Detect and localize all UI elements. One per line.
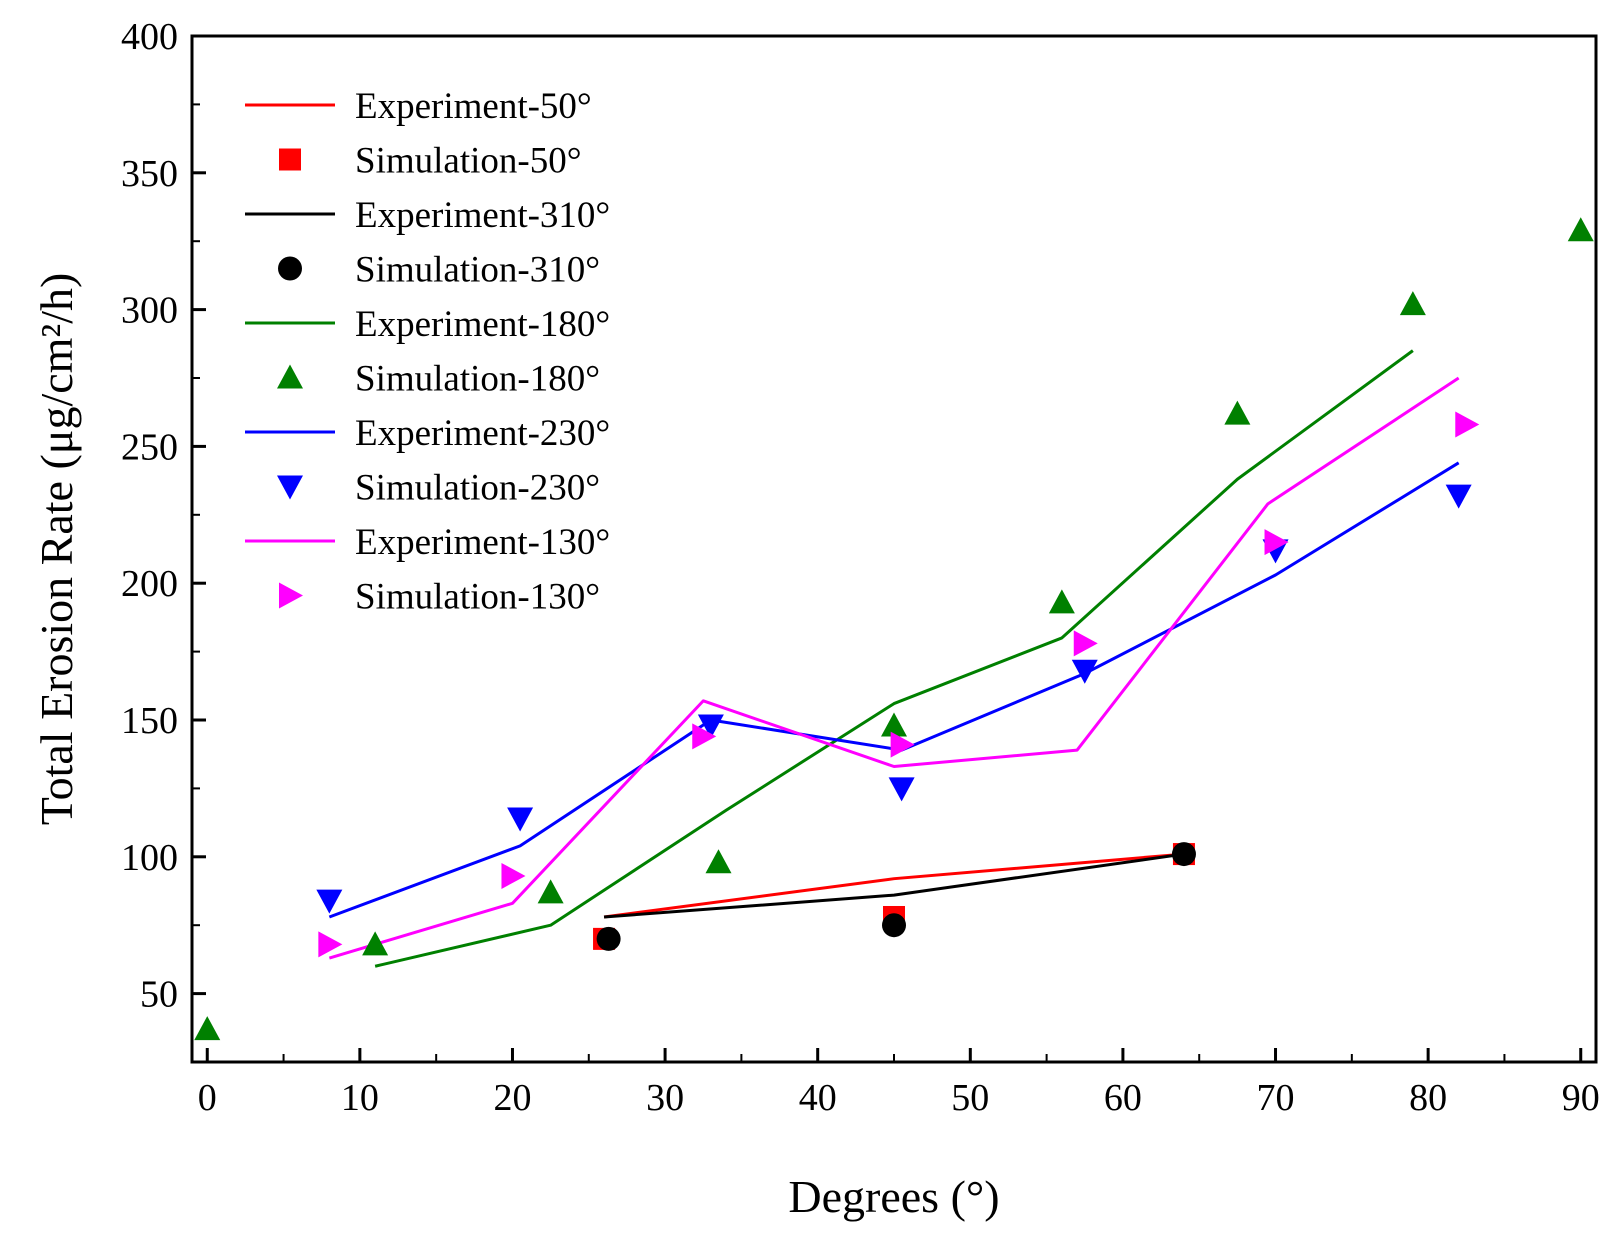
data-point-simulation-230 <box>1071 659 1098 684</box>
legend-marker-simulation-310 <box>278 256 302 281</box>
x-axis-label: Degrees (°) <box>788 1171 999 1222</box>
data-point-simulation-180 <box>881 712 907 737</box>
x-tick-label: 70 <box>1257 1077 1295 1119</box>
data-point-simulation-130 <box>1073 630 1098 657</box>
x-tick-label: 20 <box>493 1077 531 1119</box>
data-point-simulation-180 <box>362 931 389 956</box>
data-point-simulation-180 <box>194 1016 221 1041</box>
legend-label: Experiment-230° <box>355 413 610 454</box>
series-line-experiment-180 <box>374 349 1414 968</box>
x-tick-label: 50 <box>951 1077 989 1119</box>
data-point-simulation-310 <box>596 926 621 951</box>
y-tick-label: 200 <box>121 563 178 605</box>
data-point-simulation-180 <box>705 849 732 874</box>
legend: Experiment-50° Simulation-50° Experiment-3… <box>245 86 610 618</box>
legend-label: Experiment-130° <box>355 522 610 563</box>
data-point-simulation-230 <box>888 777 915 802</box>
legend-label: Experiment-50° <box>355 86 592 127</box>
data-point-simulation-180 <box>537 879 564 904</box>
x-tick-label: 30 <box>646 1077 684 1119</box>
y-tick-label: 50 <box>140 974 178 1016</box>
data-point-simulation-230 <box>1445 484 1472 509</box>
data-point-simulation-130 <box>501 862 526 889</box>
y-axis-label: Total Erosion Rate (μg/cm²/h) <box>31 273 82 826</box>
data-point-simulation-180 <box>1224 400 1251 425</box>
x-tick-label: 0 <box>198 1077 217 1119</box>
x-tick-label: 10 <box>341 1077 379 1119</box>
y-axis: 50 100 150 200 250 300 350 400 <box>121 16 206 1016</box>
y-tick-label: 350 <box>121 153 178 195</box>
y-tick-label: 400 <box>121 16 178 58</box>
data-point-simulation-230 <box>507 807 534 832</box>
y-tick-label: 300 <box>121 290 178 332</box>
x-axis: 0 10 20 30 40 50 60 70 80 90 <box>198 1048 1600 1119</box>
legend-marker-simulation-180 <box>277 364 303 389</box>
x-tick-label: 80 <box>1409 1077 1447 1119</box>
x-tick-label: 60 <box>1104 1077 1142 1119</box>
data-point-simulation-180 <box>1048 589 1075 614</box>
data-point-simulation-180 <box>1399 291 1426 316</box>
data-point-simulation-130 <box>318 931 343 958</box>
data-point-simulation-310 <box>1171 842 1196 867</box>
data-point-simulation-130 <box>692 723 717 750</box>
series-line-experiment-310 <box>603 852 1185 919</box>
legend-label: Experiment-310° <box>355 195 610 236</box>
series-line-experiment-50 <box>603 852 1185 919</box>
data-point-simulation-230 <box>316 889 343 914</box>
data-point-simulation-180 <box>1567 217 1594 242</box>
legend-label: Simulation-130° <box>355 577 600 618</box>
legend-label: Simulation-50° <box>355 141 582 182</box>
legend-marker-simulation-230 <box>277 475 303 500</box>
legend-marker-simulation-50 <box>279 148 301 171</box>
y-tick-label: 100 <box>121 837 178 879</box>
data-point-simulation-310 <box>882 913 906 938</box>
x-tick-label: 90 <box>1562 1077 1600 1119</box>
y-tick-label: 250 <box>121 426 178 468</box>
legend-label: Simulation-180° <box>355 359 600 400</box>
legend-label: Experiment-180° <box>355 304 610 345</box>
data-point-simulation-230 <box>697 714 724 739</box>
y-tick-label: 150 <box>121 700 178 742</box>
plot-area <box>194 217 1594 1041</box>
legend-label: Simulation-230° <box>355 468 600 509</box>
data-point-simulation-130 <box>1455 411 1480 438</box>
data-point-simulation-130 <box>890 731 915 758</box>
x-tick-label: 40 <box>799 1077 837 1119</box>
legend-marker-simulation-130 <box>279 582 303 609</box>
series-line-experiment-130 <box>328 376 1460 960</box>
legend-label: Simulation-310° <box>355 250 600 291</box>
data-point-simulation-130 <box>1264 529 1289 556</box>
